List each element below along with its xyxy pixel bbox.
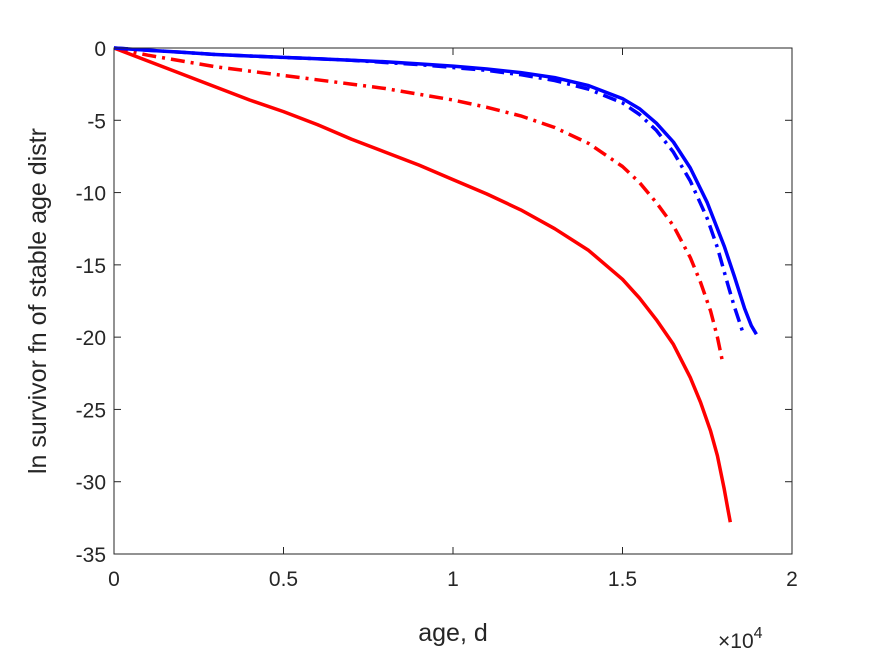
series-layer xyxy=(113,46,758,523)
y-tick-label: -20 xyxy=(76,327,106,350)
y-tick-label: -35 xyxy=(76,544,106,567)
y-tick-label: -5 xyxy=(87,110,106,133)
y-tick-label: -30 xyxy=(76,472,106,495)
x-tick-label: 2 xyxy=(786,568,798,591)
series-line-3 xyxy=(113,46,758,336)
x-tick-label: 0.5 xyxy=(269,568,298,591)
x-tick-label: 1 xyxy=(447,568,459,591)
axes-layer: 0 0.5 1 1.5 2 0 -5 -10 -15 -20 -25 -30 -35 xyxy=(76,38,798,591)
x-tick-label: 0 xyxy=(108,568,120,591)
x-axis-multiplier-exponent: 4 xyxy=(754,625,763,642)
plot-area xyxy=(114,48,792,554)
y-axis-label: ln survivor fn of stable age distr xyxy=(24,128,52,474)
x-axis-label: age, d xyxy=(418,619,488,647)
y-tick-label: 0 xyxy=(94,38,106,61)
x-axis-multiplier: ×104 xyxy=(718,625,763,653)
series-line-2 xyxy=(113,46,725,363)
y-tick-label: -15 xyxy=(76,255,106,278)
x-tick-label: 1.5 xyxy=(608,568,637,591)
y-tick-label: -25 xyxy=(76,399,106,422)
x-axis-multiplier-base: ×10 xyxy=(718,630,754,653)
series-line-1 xyxy=(113,46,733,523)
y-tick-label: -10 xyxy=(76,183,106,206)
